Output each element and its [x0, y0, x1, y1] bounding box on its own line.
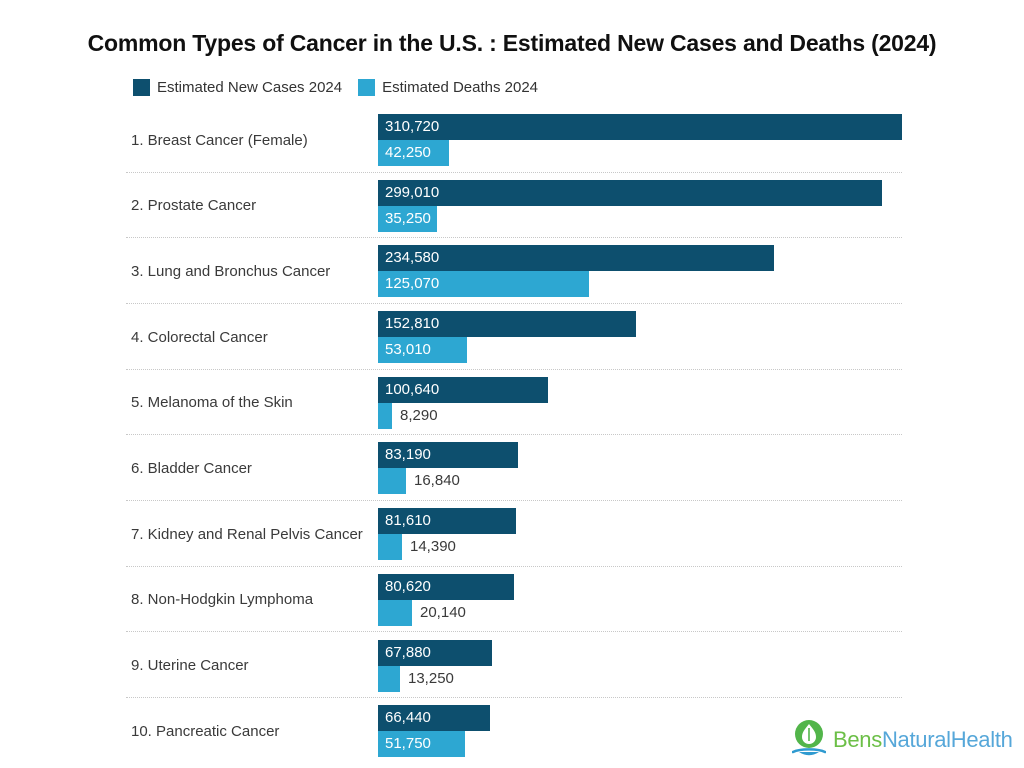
bar-value: 83,190 — [385, 446, 431, 464]
new-cases-bar — [378, 376, 548, 403]
deaths-bar — [378, 468, 406, 495]
brand-name-primary: Bens — [833, 727, 882, 752]
row-label: 8. Non-Hodgkin Lymphoma — [131, 591, 314, 609]
deaths-bar — [378, 402, 392, 429]
row-label: 10. Pancreatic Cancer — [131, 722, 280, 740]
bar-value: 53,010 — [385, 341, 431, 359]
new-cases-bar — [378, 705, 490, 732]
bar-value: 8,290 — [400, 406, 438, 424]
bar-value: 100,640 — [385, 380, 440, 398]
row-bars: 100,640 8,290 — [378, 376, 902, 429]
bar-value: 81,610 — [385, 512, 431, 530]
chart-row: 1. Breast Cancer (Female) 310,720 42,250 — [126, 114, 902, 180]
bar-value: 234,580 — [385, 249, 440, 267]
bar-value: 67,880 — [385, 643, 431, 661]
row-bars: 67,880 13,250 — [378, 639, 902, 692]
new-cases-bar — [378, 311, 636, 338]
chart-row: 10. Pancreatic Cancer 66,440 51,750 — [126, 705, 902, 758]
new-cases-bar — [378, 573, 514, 600]
row-label: 9. Uterine Cancer — [131, 657, 249, 674]
bar-value: 51,750 — [385, 735, 431, 753]
row-bars: 152,810 53,010 — [378, 311, 902, 364]
leaf-drop-icon — [792, 720, 826, 756]
deaths-bar — [378, 665, 400, 692]
row-bars: 66,440 51,750 — [378, 705, 902, 758]
chart-row: 4. Colorectal Cancer 152,810 53,010 — [126, 311, 902, 377]
bar-chart: 1. Breast Cancer (Female) 310,720 42,250 … — [126, 114, 902, 758]
bar-value: 80,620 — [385, 577, 431, 595]
bar-value: 125,070 — [385, 275, 440, 293]
deaths-bar — [378, 271, 589, 298]
legend: Estimated New Cases 2024 Estimated Death… — [133, 79, 538, 96]
bar-value: 14,390 — [410, 538, 456, 556]
deaths-bar — [378, 599, 412, 626]
row-bars: 299,010 35,250 — [378, 179, 902, 232]
brand-name-secondary: NaturalHealth — [881, 727, 1013, 752]
row-bars: 83,190 16,840 — [378, 442, 902, 495]
new-cases-bar — [378, 245, 774, 272]
row-bars: 234,580 125,070 — [378, 245, 902, 298]
new-cases-bar — [378, 179, 882, 206]
bar-value: 42,250 — [385, 144, 431, 161]
row-label: 4. Colorectal Cancer — [131, 328, 268, 346]
bar-value: 299,010 — [385, 183, 440, 201]
chart-row: 8. Non-Hodgkin Lymphoma 80,620 20,140 — [126, 573, 902, 640]
legend-item-deaths: Estimated Deaths 2024 — [358, 79, 538, 96]
row-bars: 310,720 42,250 — [378, 114, 902, 166]
brand-name: BensNaturalHealth — [833, 727, 1013, 753]
legend-label-new-cases: Estimated New Cases 2024 — [157, 79, 343, 96]
deaths-bar — [378, 140, 449, 166]
deaths-bar — [378, 731, 465, 758]
deaths-bar — [378, 337, 467, 364]
bar-value: 13,250 — [408, 669, 454, 687]
bar-value: 152,810 — [385, 315, 440, 333]
new-cases-bar — [378, 114, 902, 140]
row-bars: 81,610 14,390 — [378, 508, 902, 561]
bar-value: 20,140 — [420, 603, 466, 621]
bar-value: 16,840 — [414, 472, 460, 490]
row-label: 7. Kidney and Renal Pelvis Cancer — [131, 525, 363, 543]
chart-row: 9. Uterine Cancer 67,880 13,250 — [126, 639, 902, 706]
chart-row: 5. Melanoma of the Skin 100,640 8,290 — [126, 376, 902, 443]
row-label: 6. Bladder Cancer — [131, 459, 252, 477]
row-label: 1. Breast Cancer (Female) — [131, 131, 308, 149]
legend-label-deaths: Estimated Deaths 2024 — [382, 79, 539, 96]
row-label: 3. Lung and Bronchus Cancer — [131, 262, 331, 280]
legend-item-new-cases: Estimated New Cases 2024 — [133, 79, 342, 96]
chart-row: 6. Bladder Cancer 83,190 16,840 — [126, 442, 902, 508]
new-cases-bar — [378, 442, 518, 469]
brand-logo: BensNaturalHealth — [792, 719, 1013, 761]
chart-row: 2. Prostate Cancer 299,010 35,250 — [126, 179, 902, 246]
legend-swatch-new-cases — [133, 79, 150, 96]
deaths-bar — [378, 205, 437, 232]
row-label: 5. Melanoma of the Skin — [131, 394, 293, 412]
deaths-bar — [378, 534, 402, 561]
new-cases-bar — [378, 639, 492, 666]
row-bars: 80,620 20,140 — [378, 573, 902, 626]
bar-value: 310,720 — [385, 118, 440, 135]
legend-swatch-deaths — [358, 79, 376, 96]
new-cases-bar — [378, 508, 516, 535]
bar-value: 35,250 — [385, 209, 431, 227]
chart-title: Common Types of Cancer in the U.S. : Est… — [87, 30, 937, 57]
chart-row: 3. Lung and Bronchus Cancer 234,580 125,0… — [126, 245, 902, 311]
chart-row: 7. Kidney and Renal Pelvis Cancer 81,610… — [126, 508, 902, 574]
row-label: 2. Prostate Cancer — [131, 197, 257, 215]
bar-value: 66,440 — [385, 709, 431, 727]
